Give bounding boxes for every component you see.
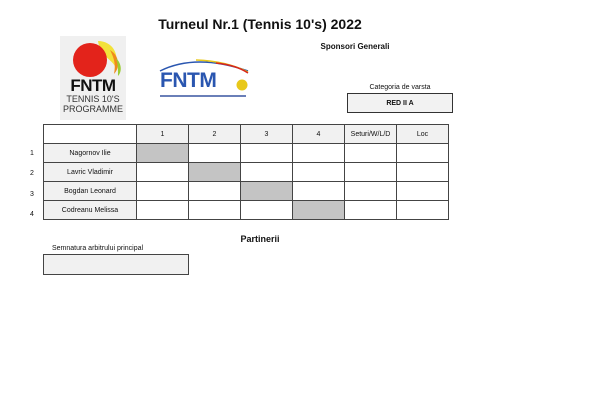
sets-cell[interactable] bbox=[344, 143, 397, 163]
header-cell: 1 bbox=[136, 124, 189, 144]
table-row: Bogdan Leonard bbox=[43, 181, 449, 201]
signature-field[interactable] bbox=[43, 254, 189, 275]
logo2-tagline bbox=[160, 95, 246, 97]
sets-cell[interactable] bbox=[344, 200, 397, 220]
row-number: 2 bbox=[30, 170, 34, 177]
self-cell bbox=[240, 181, 293, 201]
sets-cell[interactable] bbox=[344, 162, 397, 182]
player-name: Codreanu Melissa bbox=[43, 200, 137, 220]
table-row: Nagornov Ilie bbox=[43, 143, 449, 163]
results-table: 1 2 3 4 Seturi/W/L/D Loc Nagornov Ilie L… bbox=[43, 124, 449, 220]
score-cell[interactable] bbox=[292, 162, 345, 182]
score-cell[interactable] bbox=[136, 162, 189, 182]
score-cell[interactable] bbox=[240, 200, 293, 220]
place-cell[interactable] bbox=[396, 181, 449, 201]
place-cell[interactable] bbox=[396, 200, 449, 220]
category-value: RED II A bbox=[347, 93, 453, 113]
header-cell: Loc bbox=[396, 124, 449, 144]
score-cell[interactable] bbox=[188, 143, 241, 163]
score-cell[interactable] bbox=[136, 200, 189, 220]
logo2-text: FNTM bbox=[160, 69, 217, 92]
player-name: Lavric Vladimir bbox=[43, 162, 137, 182]
table-row: Codreanu Melissa bbox=[43, 200, 449, 220]
self-cell bbox=[188, 162, 241, 182]
header-cell: 2 bbox=[188, 124, 241, 144]
score-cell[interactable] bbox=[292, 181, 345, 201]
header-cell bbox=[43, 124, 137, 144]
logo1-text: FNTM bbox=[70, 76, 116, 95]
page-title: Turneul Nr.1 (Tennis 10's) 2022 bbox=[158, 16, 362, 32]
signature-label: Semnatura arbitrului principal bbox=[52, 245, 144, 252]
score-cell[interactable] bbox=[240, 143, 293, 163]
score-cell[interactable] bbox=[188, 200, 241, 220]
row-number: 4 bbox=[30, 211, 34, 218]
header-cell: 4 bbox=[292, 124, 345, 144]
place-cell[interactable] bbox=[396, 162, 449, 182]
header-cell: 3 bbox=[240, 124, 293, 144]
self-cell bbox=[136, 143, 189, 163]
sponsors-label: Sponsori Generali bbox=[320, 42, 390, 51]
score-cell[interactable] bbox=[136, 181, 189, 201]
table-row: Lavric Vladimir bbox=[43, 162, 449, 182]
logo1-subtext: TENNIS 10'S PROGRAMME bbox=[62, 94, 123, 114]
fntm-federation-logo: FNTM bbox=[156, 55, 252, 103]
score-cell[interactable] bbox=[240, 162, 293, 182]
self-cell bbox=[292, 200, 345, 220]
partners-label: Partinerii bbox=[240, 234, 280, 244]
table-header-row: 1 2 3 4 Seturi/W/L/D Loc bbox=[43, 124, 449, 144]
score-cell[interactable] bbox=[188, 181, 241, 201]
sets-cell[interactable] bbox=[344, 181, 397, 201]
fntm-tennis10-logo: FNTM TENNIS 10'S PROGRAMME bbox=[60, 36, 126, 120]
category-label: Categoria de varsta bbox=[369, 84, 431, 91]
row-number: 3 bbox=[30, 191, 34, 198]
player-name: Nagornov Ilie bbox=[43, 143, 137, 163]
player-name: Bogdan Leonard bbox=[43, 181, 137, 201]
place-cell[interactable] bbox=[396, 143, 449, 163]
row-number: 1 bbox=[30, 150, 34, 157]
score-cell[interactable] bbox=[292, 143, 345, 163]
header-cell: Seturi/W/L/D bbox=[344, 124, 397, 144]
tennis-ball-icon bbox=[236, 79, 248, 91]
